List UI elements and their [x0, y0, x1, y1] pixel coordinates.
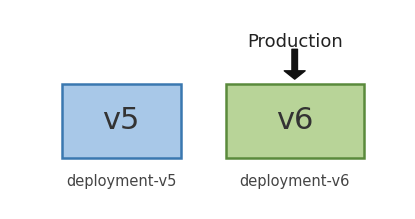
Text: v5: v5 [103, 106, 140, 135]
Text: Production: Production [247, 33, 342, 51]
FancyBboxPatch shape [61, 84, 181, 158]
Text: deployment-v5: deployment-v5 [66, 174, 176, 189]
FancyBboxPatch shape [226, 84, 364, 158]
Text: v6: v6 [276, 106, 313, 135]
Text: deployment-v6: deployment-v6 [239, 174, 350, 189]
